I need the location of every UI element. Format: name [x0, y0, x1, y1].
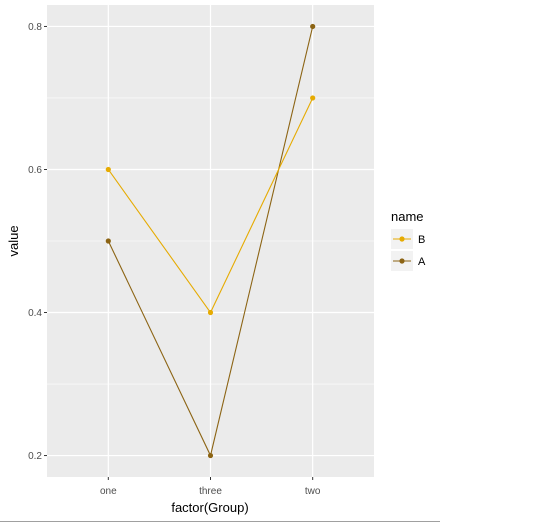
x-tick-label: three	[199, 486, 222, 497]
legend-label-B: B	[418, 234, 425, 246]
legend-label-A: A	[418, 256, 426, 268]
legend-title: name	[391, 209, 424, 224]
y-axis-title: value	[6, 225, 21, 256]
y-tick-label: 0.2	[28, 451, 42, 462]
legend-key-point	[399, 236, 405, 242]
x-tick-label: two	[305, 486, 321, 497]
x-axis: one three two	[100, 477, 321, 497]
data-point-A	[207, 452, 214, 459]
series-points	[105, 23, 316, 459]
data-point-B	[310, 95, 316, 101]
y-tick-label: 0.4	[28, 308, 42, 319]
y-tick-label: 0.8	[28, 22, 42, 33]
y-tick-label: 0.6	[28, 165, 42, 176]
x-axis-title: factor(Group)	[171, 500, 248, 515]
y-axis: 0.2 0.4 0.6 0.8	[28, 22, 47, 462]
data-point-B	[105, 166, 111, 173]
bottom-divider	[0, 521, 440, 522]
legend: name BA	[391, 209, 426, 271]
data-point-A	[105, 238, 111, 244]
legend-key-point	[399, 258, 405, 264]
grid-major	[47, 5, 374, 477]
data-point-A	[310, 23, 316, 30]
data-point-B	[207, 309, 214, 316]
x-tick-label: one	[100, 486, 117, 497]
